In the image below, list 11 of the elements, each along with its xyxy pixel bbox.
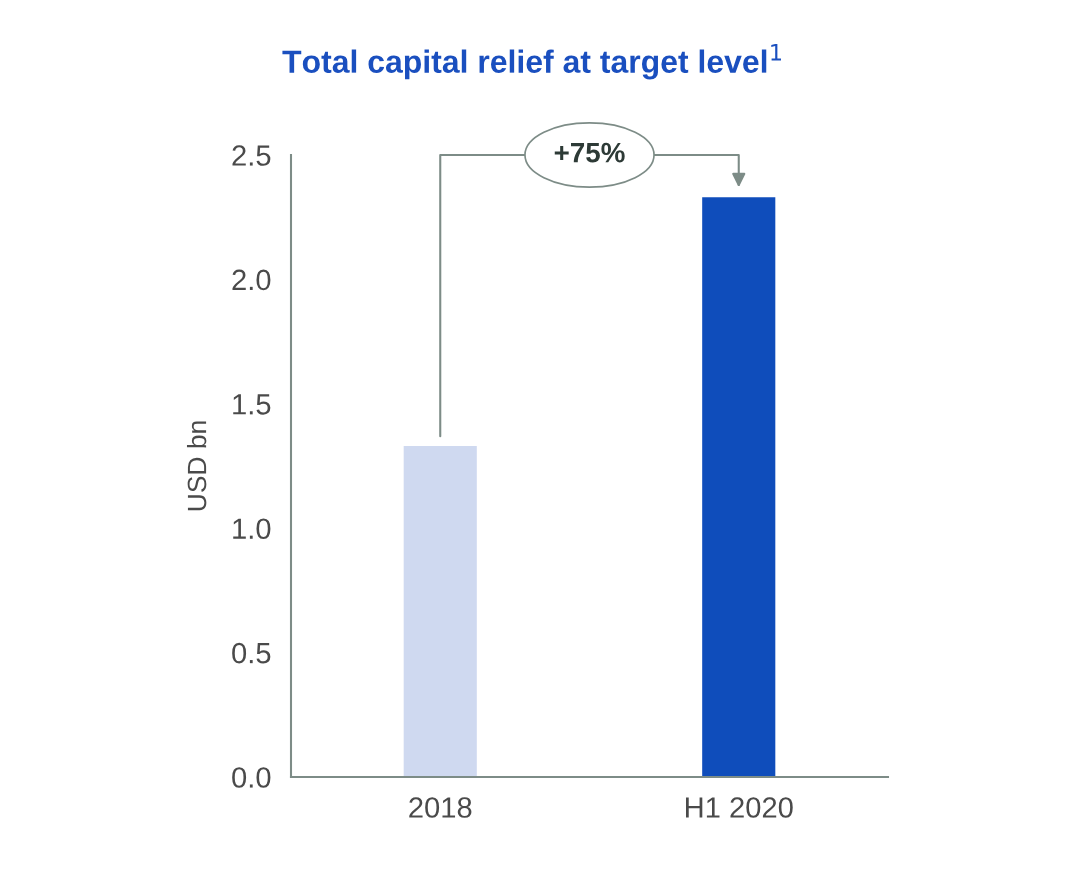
y-tick-label: 1.0	[233, 518, 271, 540]
y-tick-label: 0.0	[232, 767, 271, 788]
y-tick-label: 1.5	[233, 394, 271, 415]
y-axis-title: USD bn	[186, 421, 207, 511]
x-tick-label: 2018	[409, 797, 472, 818]
x-tick-label: H1 2020	[686, 797, 793, 818]
y-tick-label: 2.5	[232, 145, 271, 166]
chart-title: Total capital relief at target level$^{1}$	[282, 44, 781, 80]
annotation: +75%	[554, 142, 625, 163]
y-tick-label: 0.5	[232, 642, 271, 664]
y-tick-label: 2.0	[232, 269, 271, 291]
